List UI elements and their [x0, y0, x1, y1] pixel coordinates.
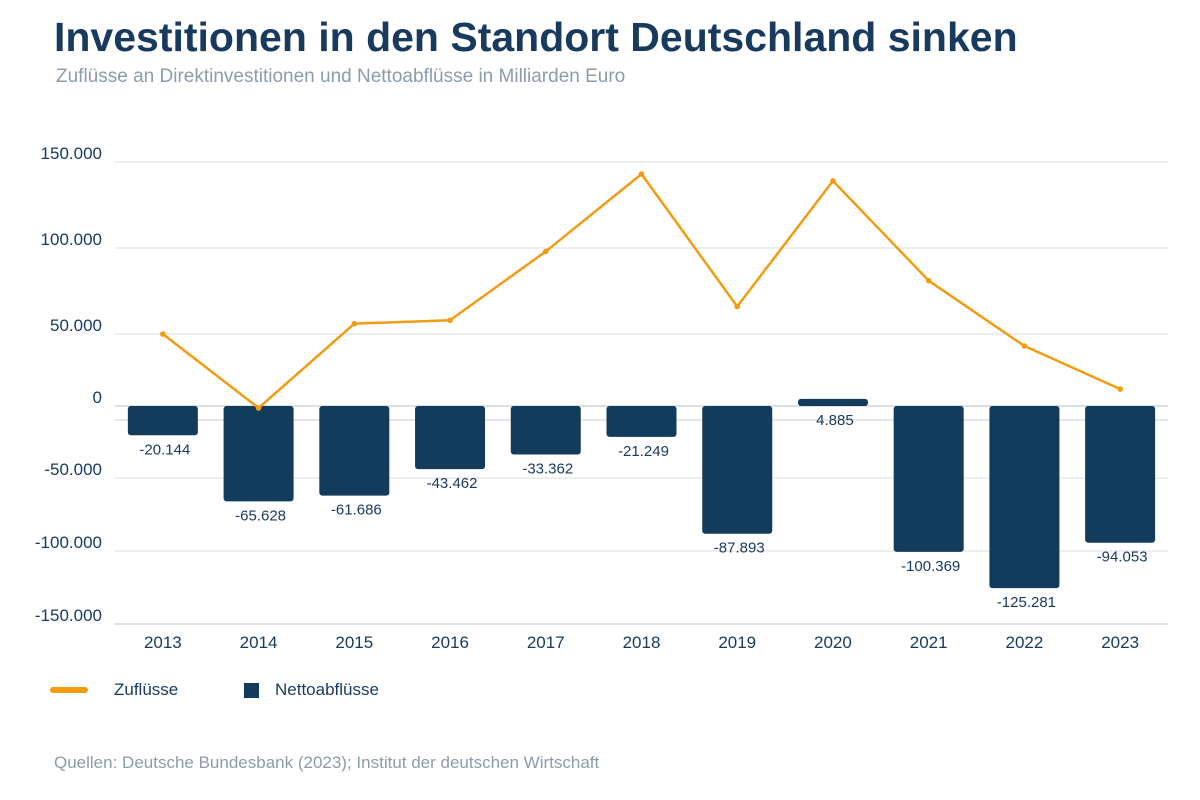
- bar: [510, 406, 581, 455]
- legend-label-zufluesse: Zuflüsse: [114, 680, 179, 699]
- line-point: [830, 178, 836, 184]
- bar: [127, 406, 198, 436]
- x-tick-label: 2017: [527, 633, 565, 652]
- line-series-zufluesse: [162, 172, 1121, 410]
- legend-label-nettoabfluesse: Nettoabflüsse: [275, 680, 379, 699]
- x-tick-label: 2019: [718, 633, 756, 652]
- y-tick-label: 150.000: [41, 144, 102, 163]
- x-tick-label: 2013: [144, 633, 182, 652]
- bar-value-label: -33.362: [522, 460, 573, 477]
- chart-title: Investitionen in den Standort Deutschlan…: [54, 14, 1018, 60]
- bar-value-label: -100.369: [901, 558, 960, 575]
- bar-value-label: -21.249: [618, 443, 669, 460]
- bar-value-label: 4.885: [816, 412, 854, 429]
- x-tick-label: 2020: [814, 633, 852, 652]
- legend-item-zufluesse: Zuflüsse: [50, 678, 178, 702]
- bar: [989, 406, 1060, 589]
- line-point: [160, 331, 166, 337]
- line-point: [447, 317, 453, 324]
- x-tick-label: 2022: [1005, 633, 1043, 652]
- line-point: [351, 320, 358, 327]
- legend-bar-swatch: [244, 682, 259, 698]
- line-point: [638, 171, 645, 177]
- legend-line-swatch: [50, 687, 88, 693]
- bar: [893, 406, 964, 552]
- bar: [415, 406, 486, 470]
- bar-value-label: -65.628: [235, 507, 286, 524]
- line-point: [1021, 343, 1028, 349]
- chart-subtitle: Zuflüsse an Direktinvestitionen und Nett…: [56, 66, 626, 87]
- line-point: [925, 277, 932, 284]
- x-tick-label: 2014: [240, 633, 278, 652]
- bar: [223, 406, 294, 502]
- y-tick-label: 0: [93, 388, 102, 407]
- line-point: [542, 248, 549, 255]
- bar: [702, 406, 773, 534]
- legend-item-nettoabfluesse: Nettoabflüsse: [244, 678, 379, 702]
- y-tick-label: 100.000: [41, 230, 102, 249]
- y-tick-label: 50.000: [50, 316, 102, 335]
- bar-value-label: -20.144: [139, 441, 190, 458]
- bar: [319, 406, 390, 496]
- x-tick-label: 2018: [623, 633, 661, 652]
- bar: [1085, 406, 1156, 543]
- x-tick-label: 2015: [335, 633, 373, 652]
- x-tick-label: 2016: [431, 633, 469, 652]
- y-tick-label: -50.000: [44, 460, 102, 479]
- bar-value-label: -87.893: [714, 540, 765, 557]
- line-point: [1117, 386, 1123, 392]
- bar-value-label: -43.462: [427, 475, 478, 492]
- source-note: Quellen: Deutsche Bundesbank (2023); Ins…: [54, 753, 600, 772]
- y-tick-label: -150.000: [35, 606, 102, 625]
- line-point: [255, 405, 262, 411]
- bar-value-label: -125.281: [997, 594, 1056, 611]
- x-tick-label: 2023: [1101, 633, 1139, 652]
- x-tick-label: 2021: [910, 633, 948, 652]
- y-tick-label: -100.000: [35, 533, 102, 552]
- bar-value-label: -94.053: [1097, 549, 1148, 566]
- bar: [797, 398, 868, 406]
- bar-value-label: -61.686: [331, 502, 382, 519]
- line-point: [734, 303, 741, 310]
- bar: [606, 406, 677, 437]
